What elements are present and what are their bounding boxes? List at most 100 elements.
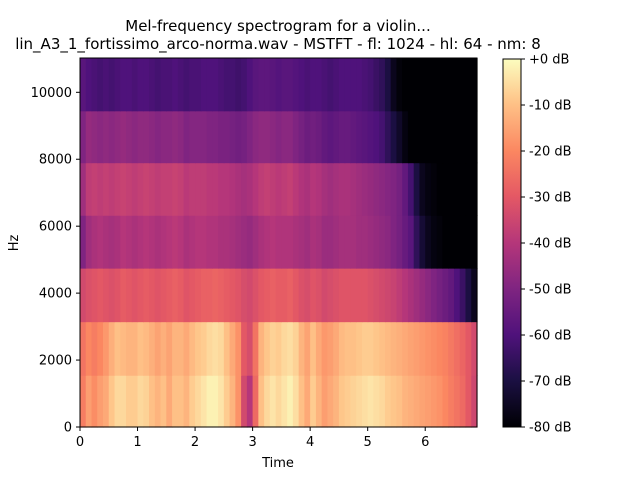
heatmap-cell	[137, 215, 144, 269]
heatmap-cell	[281, 321, 288, 376]
heatmap-cell	[292, 321, 300, 376]
heatmap-cell	[275, 375, 282, 428]
heatmap-cell	[310, 162, 317, 216]
heatmap-cell	[413, 268, 421, 323]
heatmap-cell	[97, 110, 104, 164]
heatmap-cell	[264, 110, 271, 164]
heatmap-cell	[189, 215, 196, 269]
colorbar-axis: +0 dB -10 dB -20 dB -30 dB -40 dB -50 dB -60 d…	[521, 53, 572, 436]
heatmap-cell	[120, 58, 127, 112]
x-tick-label: 1	[133, 435, 141, 450]
heatmap-cell	[402, 321, 409, 376]
y-tick-label: 10000	[31, 86, 72, 101]
heatmap-cell	[367, 58, 375, 112]
heatmap-cell	[241, 162, 248, 216]
heatmap-cell	[200, 58, 208, 112]
heatmap-cell	[143, 321, 150, 376]
heatmap-cell	[97, 58, 104, 112]
heatmap-cell	[137, 58, 144, 112]
heatmap-cell	[241, 375, 248, 428]
heatmap-cell	[223, 375, 231, 428]
heatmap-cell	[407, 268, 415, 323]
heatmap-cell	[407, 375, 415, 428]
heatmap-cell	[304, 110, 311, 164]
heatmap-cell	[258, 110, 265, 164]
heatmap-cell	[448, 375, 455, 428]
heatmap-cell	[413, 375, 421, 428]
heatmap-cell	[407, 215, 415, 269]
heatmap-cell	[315, 321, 323, 376]
y-axis: 0 2000 4000 6000 8000 10000	[31, 86, 80, 436]
heatmap-cell	[367, 110, 375, 164]
heatmap-cell	[350, 375, 357, 428]
heatmap-cell	[287, 215, 294, 269]
chart-title: Mel-frequency spectrogram for a violin..…	[125, 17, 430, 35]
heatmap-cell	[419, 162, 426, 216]
heatmap-cell	[183, 215, 190, 269]
heatmap-cell	[384, 162, 392, 216]
heatmap-cell	[229, 162, 236, 216]
heatmap-cell	[275, 110, 282, 164]
colorbar-tick-label: -20 dB	[529, 145, 572, 160]
heatmap-cell	[166, 162, 173, 216]
heatmap-cell	[448, 321, 455, 376]
heatmap-cell	[177, 110, 185, 164]
heatmap-cell	[80, 268, 87, 323]
heatmap-cell	[321, 321, 328, 376]
heatmap-cell	[327, 215, 334, 269]
heatmap-cell	[281, 162, 288, 216]
colorbar-tick-label: -10 dB	[529, 99, 572, 114]
heatmap-cell	[183, 321, 190, 376]
heatmap-cell	[338, 215, 346, 269]
heatmap-cell	[131, 58, 139, 112]
heatmap-cell	[281, 268, 288, 323]
y-tick-label: 6000	[39, 220, 72, 235]
heatmap-cell	[356, 110, 363, 164]
heatmap-cell	[292, 375, 300, 428]
heatmap-cell	[252, 58, 259, 112]
heatmap-cell	[310, 110, 317, 164]
heatmap-cell	[252, 110, 259, 164]
heatmap-cell	[229, 110, 236, 164]
heatmap-cell	[379, 110, 386, 164]
heatmap-cell	[177, 375, 185, 428]
heatmap-cell	[338, 375, 346, 428]
heatmap-cell	[189, 375, 196, 428]
heatmap-cell	[471, 375, 478, 428]
heatmap-cell	[195, 58, 202, 112]
heatmap-cell	[361, 215, 369, 269]
heatmap-cell	[120, 162, 127, 216]
heatmap-cell	[80, 215, 87, 269]
heatmap-cell	[103, 375, 110, 428]
heatmap-cell	[252, 215, 259, 269]
heatmap-cell	[471, 321, 478, 376]
heatmap-cell	[264, 375, 271, 428]
heatmap-cell	[212, 110, 219, 164]
heatmap-cell	[287, 268, 294, 323]
heatmap-cell	[298, 162, 305, 216]
heatmap-cell	[218, 110, 225, 164]
heatmap-cell	[252, 162, 259, 216]
heatmap-cell	[333, 162, 340, 216]
heatmap-cell	[344, 268, 352, 323]
heatmap-cell	[304, 268, 311, 323]
heatmap-cell	[321, 268, 328, 323]
heatmap-cell	[91, 162, 98, 216]
heatmap-cell	[436, 375, 444, 428]
heatmap-cell	[281, 58, 288, 112]
heatmap-cell	[275, 268, 282, 323]
heatmap-cell	[114, 162, 121, 216]
heatmap-cell	[315, 215, 323, 269]
heatmap-cell	[143, 162, 150, 216]
heatmap-cell	[80, 162, 87, 216]
heatmap-cell	[436, 215, 444, 269]
heatmap-cell	[344, 215, 352, 269]
heatmap-cell	[212, 321, 219, 376]
heatmap-cell	[396, 215, 403, 269]
heatmap-cell	[154, 58, 162, 112]
heatmap-cell	[327, 110, 334, 164]
heatmap-cell	[310, 268, 317, 323]
heatmap-cell	[143, 268, 150, 323]
heatmap-cell	[97, 268, 104, 323]
heatmap-cell	[183, 268, 190, 323]
